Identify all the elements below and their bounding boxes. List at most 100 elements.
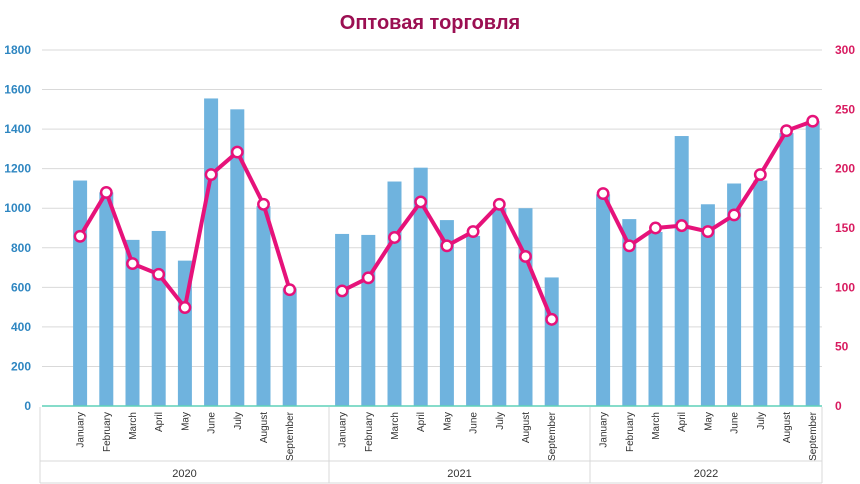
month-label: January <box>599 412 610 448</box>
bar <box>282 288 297 406</box>
axis-layer: 0 200 400 600 800 1000 1200 1400 1600 1800 0 50 100 1… <box>4 43 855 484</box>
left-axis-tick-label: 1000 <box>4 201 31 215</box>
year-label: 2021 <box>447 468 471 480</box>
left-axis-tick-label: 1600 <box>4 83 31 97</box>
left-axis-tick-label: 1800 <box>4 43 31 57</box>
line-point <box>492 197 506 211</box>
line-point <box>440 239 454 253</box>
month-label: September <box>285 411 296 461</box>
line-point <box>178 301 192 314</box>
bar <box>727 183 742 406</box>
line-point <box>361 271 375 285</box>
month-label: July <box>233 412 244 430</box>
bar <box>151 230 166 406</box>
left-axis-tick-label: 0 <box>24 399 31 413</box>
right-axis-tick-label: 300 <box>835 43 855 57</box>
line-point <box>152 267 166 281</box>
line-point <box>519 250 532 263</box>
month-label: March <box>128 412 139 440</box>
month-label: May <box>703 412 714 431</box>
bar <box>466 235 481 406</box>
year-label: 2020 <box>172 468 196 480</box>
line-point <box>73 229 87 243</box>
line-point <box>596 187 610 201</box>
month-label: June <box>207 412 218 434</box>
month-label: June <box>469 412 480 434</box>
left-axis-tick-label: 600 <box>11 280 31 294</box>
line-point <box>283 283 297 297</box>
line-point <box>466 225 480 239</box>
month-label: February <box>625 412 636 452</box>
left-axis-tick-label: 1200 <box>4 162 31 176</box>
bar <box>544 277 559 406</box>
year-label: 2022 <box>694 468 718 480</box>
line-point <box>649 221 662 235</box>
bar <box>256 206 271 406</box>
month-label: April <box>154 412 165 432</box>
left-axis-tick-label: 200 <box>11 359 31 373</box>
line-point <box>414 195 428 209</box>
chart-title: Оптовая торговля <box>340 12 520 34</box>
bar <box>805 121 820 406</box>
bar <box>674 136 689 407</box>
bar <box>387 181 402 406</box>
right-axis-tick-label: 200 <box>835 162 855 176</box>
month-label: July <box>756 412 767 430</box>
line-point <box>204 168 218 182</box>
month-label: January <box>338 412 349 448</box>
bar <box>596 194 611 406</box>
line-point <box>99 185 113 199</box>
month-label: May <box>442 412 453 431</box>
grid-layer <box>42 49 822 367</box>
month-label: January <box>76 412 87 448</box>
line-point <box>727 208 741 222</box>
bar <box>99 192 114 406</box>
right-axis-tick-label: 100 <box>835 280 855 294</box>
left-axis-tick-label: 400 <box>11 320 31 334</box>
line-point <box>780 124 793 138</box>
bar <box>204 98 219 406</box>
bar <box>73 180 88 406</box>
month-label: August <box>259 412 270 443</box>
line-point <box>622 239 636 253</box>
month-label: April <box>416 412 427 432</box>
line-point <box>545 312 559 326</box>
month-label: August <box>521 412 532 443</box>
line-point <box>257 197 270 211</box>
month-label: July <box>495 412 506 430</box>
month-label: February <box>102 412 113 452</box>
bar <box>622 219 637 406</box>
bar <box>439 220 454 406</box>
bar <box>518 208 533 406</box>
line-point <box>753 168 767 182</box>
right-axis-tick-label: 250 <box>835 102 855 116</box>
month-label: September <box>808 411 819 461</box>
bar <box>413 167 428 406</box>
month-label: March <box>651 412 662 440</box>
line-point <box>126 257 139 271</box>
line-point <box>335 284 349 298</box>
month-label: April <box>677 412 688 432</box>
bar <box>335 233 350 406</box>
bar <box>125 239 140 406</box>
line-point <box>806 114 820 128</box>
bar <box>779 133 794 407</box>
bar <box>648 231 663 406</box>
month-label: June <box>730 412 741 434</box>
line-point <box>675 219 689 233</box>
month-label: March <box>390 412 401 440</box>
bar <box>700 204 715 406</box>
line-point <box>701 225 715 239</box>
right-axis-tick-label: 0 <box>835 399 842 413</box>
right-axis-tick-label: 50 <box>835 340 849 354</box>
line-point <box>230 145 244 159</box>
bar <box>230 109 245 406</box>
month-label: May <box>180 412 191 431</box>
line-point <box>388 231 401 244</box>
bar <box>492 208 507 406</box>
month-label: February <box>364 412 375 452</box>
line-layer <box>73 114 820 326</box>
month-label: September <box>547 411 558 461</box>
